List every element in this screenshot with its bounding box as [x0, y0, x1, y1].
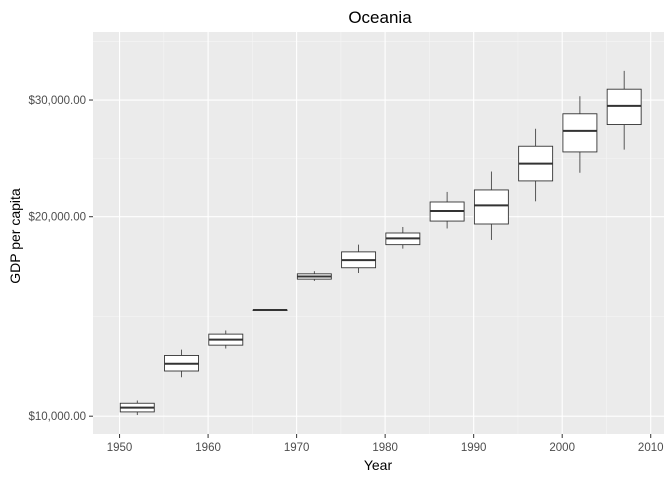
box-1987: [429, 191, 465, 229]
x-tick-label: 1960: [195, 442, 221, 454]
x-axis: 1950 1960 1970 1980 1990 2000 2010: [107, 434, 664, 454]
y-tick-label: $30,000.00: [28, 95, 86, 107]
box-1992: [473, 171, 509, 240]
box-2002: [562, 96, 598, 173]
y-axis-title: GDP per capita: [7, 188, 23, 284]
plot-area: [93, 32, 664, 434]
chart-title: Oceania: [348, 8, 412, 27]
box-1957: [164, 349, 199, 378]
box-body: [606, 88, 642, 125]
box-1972: [296, 271, 332, 281]
x-tick-label: 1950: [107, 442, 133, 454]
box-1977: [341, 244, 377, 273]
box-1997: [518, 128, 554, 202]
x-tick-label: 1980: [372, 442, 398, 454]
box-1952: [119, 400, 155, 416]
box-body: [473, 189, 509, 225]
box-body: [562, 113, 598, 153]
plot-background: [93, 32, 664, 434]
y-tick-label: $10,000.00: [28, 411, 86, 423]
x-tick-label: 2010: [638, 442, 664, 454]
x-axis-title: Year: [364, 457, 393, 473]
x-tick-label: 1970: [284, 442, 310, 454]
y-axis: $10,000.00 $20,000.00 $30,000.00: [28, 95, 93, 423]
x-tick-label: 1990: [461, 442, 487, 454]
x-tick-label: 2000: [549, 442, 575, 454]
box-1967: [252, 309, 288, 312]
box-2007: [606, 70, 642, 150]
y-tick-label: $20,000.00: [28, 212, 86, 224]
box-1962: [208, 330, 244, 349]
box-1982: [385, 226, 421, 249]
